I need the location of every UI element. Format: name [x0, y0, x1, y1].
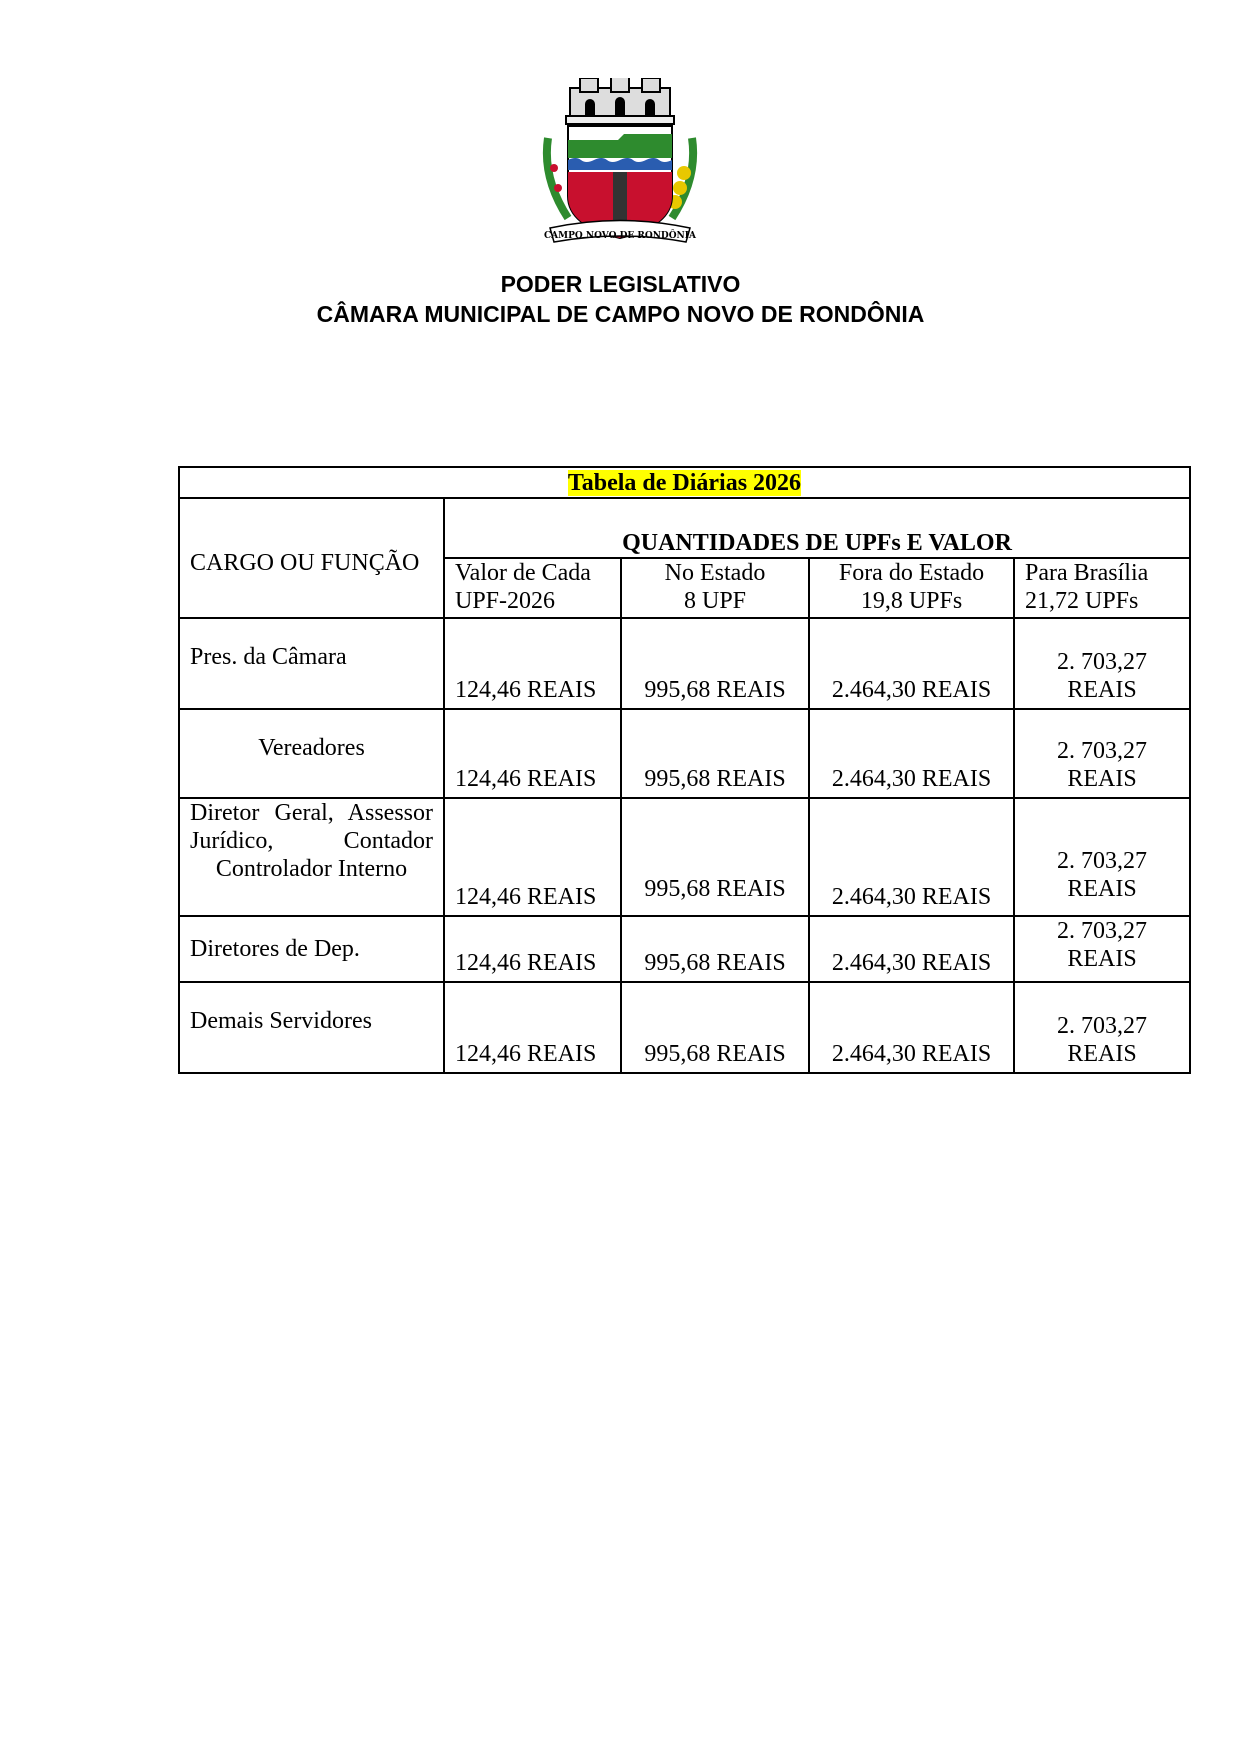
cell-brasilia: 2. 703,27 REAIS — [1013, 915, 1191, 983]
cell-brasilia: 2. 703,27 REAIS — [1013, 708, 1191, 799]
col-header-fora: Fora do Estado 19,8 UPFs — [808, 557, 1015, 619]
crown-icon — [565, 78, 675, 125]
table-row: Demais Servidores 124,46 REAIS 995,68 RE… — [178, 981, 1191, 1074]
cell-fora: 2.464,30 REAIS — [808, 915, 1015, 983]
cell-cargo: Diretor Geral, Assessor Jurídico, Contad… — [178, 797, 445, 917]
table-row: Diretores de Dep. 124,46 REAIS 995,68 RE… — [178, 915, 1191, 983]
cell-estado: 995,68 REAIS — [620, 708, 810, 799]
cell-fora: 2.464,30 REAIS — [808, 981, 1015, 1074]
cell-estado: 995,68 REAIS — [620, 915, 810, 983]
col-header-estado: No Estado 8 UPF — [620, 557, 810, 619]
cell-estado: 995,68 REAIS — [620, 981, 810, 1074]
diarias-table: Tabela de Diárias 2026 CARGO OU FUNÇÃO Q… — [178, 466, 1191, 1074]
cell-upf: 124,46 REAIS — [443, 981, 622, 1074]
col-header-upf: Valor de Cada UPF-2026 — [443, 557, 622, 619]
cell-upf: 124,46 REAIS — [443, 708, 622, 799]
cell-cargo: Pres. da Câmara — [178, 617, 445, 710]
cell-brasilia: 2. 703,27 REAIS — [1013, 981, 1191, 1074]
cell-fora: 2.464,30 REAIS — [808, 617, 1015, 710]
table-title: Tabela de Diárias 2026 — [178, 466, 1191, 499]
cell-estado: 995,68 REAIS — [620, 617, 810, 710]
header-line-2: CÂMARA MUNICIPAL DE CAMPO NOVO DE RONDÔN… — [316, 301, 925, 327]
table-row: Pres. da Câmara 124,46 REAIS 995,68 REAI… — [178, 617, 1191, 710]
cell-cargo: Demais Servidores — [178, 981, 445, 1074]
table-row: Diretor Geral, Assessor Jurídico, Contad… — [178, 797, 1191, 917]
cell-estado: 995,68 REAIS — [620, 797, 810, 917]
cell-cargo: Vereadores — [178, 708, 445, 799]
svg-text:CAMPO NOVO DE RONDÔNIA: CAMPO NOVO DE RONDÔNIA — [544, 229, 697, 241]
col-header-brasilia: Para Brasília 21,72 UPFs — [1013, 557, 1191, 619]
cell-cargo: Diretores de Dep. — [178, 915, 445, 983]
cell-fora: 2.464,30 REAIS — [808, 708, 1015, 799]
cell-upf: 124,46 REAIS — [443, 797, 622, 917]
group-header: QUANTIDADES DE UPFs E VALOR — [443, 497, 1191, 559]
cell-fora: 2.464,30 REAIS — [808, 797, 1015, 917]
cell-brasilia: 2. 703,27 REAIS — [1013, 797, 1191, 917]
table-row: Vereadores 124,46 REAIS 995,68 REAIS 2.4… — [178, 708, 1191, 799]
cell-brasilia: 2. 703,27 REAIS — [1013, 617, 1191, 710]
cell-upf: 124,46 REAIS — [443, 915, 622, 983]
coat-of-arms-logo: CAMPO NOVO DE RONDÔNIA — [542, 78, 698, 243]
header-line-1: PODER LEGISLATIVO — [500, 271, 741, 297]
cell-upf: 124,46 REAIS — [443, 617, 622, 710]
col-header-cargo: CARGO OU FUNÇÃO — [178, 497, 445, 619]
